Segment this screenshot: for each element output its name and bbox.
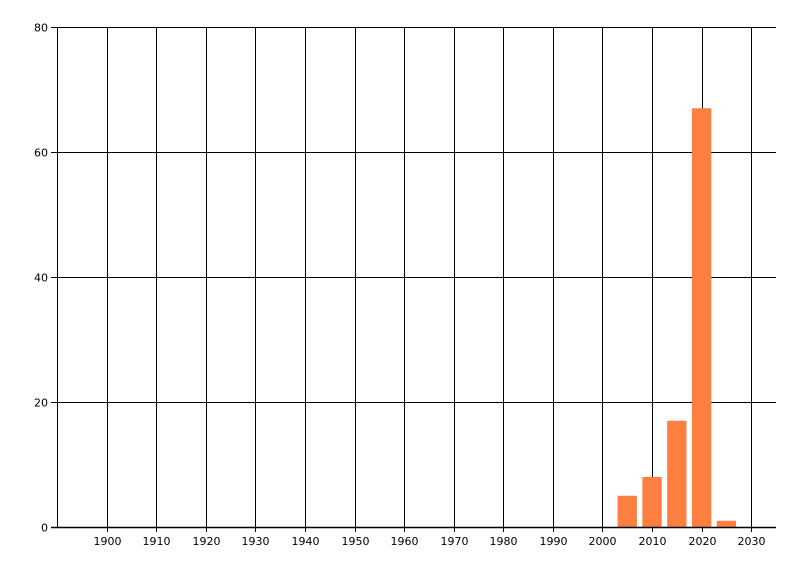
x-tick-label: 1900: [94, 535, 122, 548]
x-tick-label: 1980: [490, 535, 518, 548]
x-tick-label: 1910: [143, 535, 171, 548]
y-tick-label: 80: [34, 22, 48, 35]
y-tick-label: 60: [34, 147, 48, 160]
axes: [51, 27, 776, 529]
x-tick-label: 1990: [540, 535, 568, 548]
y-tick-label: 0: [41, 522, 48, 535]
bar-2010: [642, 477, 662, 527]
x-tick-label: 2000: [589, 535, 617, 548]
x-tick-label: 1970: [441, 535, 469, 548]
x-tick-label: 2020: [689, 535, 717, 548]
bar-2015: [667, 420, 687, 527]
bar-2005: [617, 495, 637, 527]
x-tick-label: 2010: [639, 535, 667, 548]
bar-2025: [716, 520, 737, 527]
x-tick-label: 1950: [342, 535, 370, 548]
tick-labels: 0 20 40 60 80 1900 1910 1920 1930 1940 1950 1960 197…: [34, 22, 766, 549]
x-tick-label: 1930: [242, 535, 270, 548]
x-tick-label: 1940: [292, 535, 320, 548]
y-tick-label: 20: [34, 397, 48, 410]
y-tick-label: 40: [34, 272, 48, 285]
x-tick-label: 2030: [738, 535, 766, 548]
bar-2020: [691, 108, 712, 527]
x-tick-label: 1960: [391, 535, 419, 548]
x-tick-label: 1920: [193, 535, 221, 548]
bars: [617, 108, 737, 527]
